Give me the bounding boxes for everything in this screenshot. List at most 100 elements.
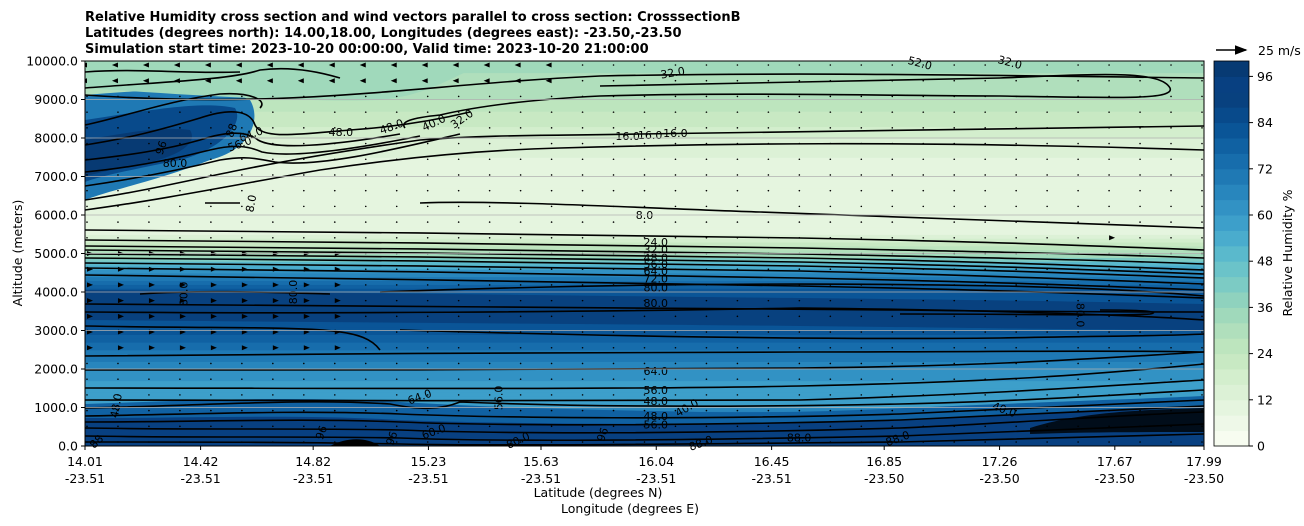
wind-vector [272,425,274,428]
wind-vector [519,425,522,428]
colorbar-segment [1214,215,1249,231]
wind-vector [767,299,770,302]
colorbar-tick-label: 12 [1257,392,1273,407]
wind-vector [1046,205,1048,208]
wind-vector [767,331,770,333]
wind-vector [488,142,491,145]
colorbar-segment [1214,276,1249,293]
contour-label-text: 16.0 [663,127,688,140]
wind-vector [767,268,770,271]
contour-line [85,253,1204,275]
wind-vector [272,378,274,380]
wind-vector [1201,268,1203,271]
contour-label-text: 96 [383,430,400,448]
wind-vector [241,158,243,161]
y-tick-label: 5000.0 [34,246,78,261]
wind-vector [272,127,274,129]
wind-vector [1170,111,1172,113]
humidity-band [85,238,1204,243]
wind-vector [241,298,248,304]
wind-vector [550,284,553,286]
wind-vector [736,95,739,98]
wind-vector [426,299,429,302]
wind-vector [550,378,553,380]
wind-vector [452,78,459,84]
wind-vector [674,331,677,333]
wind-vector [860,394,863,396]
wind-vector [1077,174,1079,176]
contour-label: 88 [223,122,240,140]
wind-vector [829,127,832,129]
wind-vector [674,158,677,161]
humidity-band [85,265,1204,270]
wind-vector [798,64,801,66]
wind-vector [1108,362,1110,365]
wind-vector [674,394,677,396]
wind-vector [1015,284,1017,286]
wind-vector [514,78,521,84]
wind-vector [210,425,212,428]
wind-vector [984,299,986,302]
contour-label-text: 8.0 [243,194,259,213]
wind-vector [860,221,863,223]
contour-line [85,350,1204,357]
humidity-band [85,372,1204,378]
colorbar-tick-label: 36 [1257,300,1273,315]
wind-vector [364,378,367,380]
wind-vector [860,409,863,412]
x-axis-label-latitude: Latitude (degrees N) [534,485,663,500]
wind-vector [984,189,986,192]
contour-label: 96 [313,424,330,442]
wind-vector [612,378,615,380]
wind-vector [241,221,243,223]
wind-vector [1108,441,1110,443]
wind-vector [395,158,398,161]
wind-vector [148,127,150,129]
wind-vector [1046,378,1048,380]
wind-vector [581,441,584,443]
x-tick-label-lat: 15.63 [523,454,559,469]
wind-vector [705,79,708,82]
colorbar-segment [1214,122,1249,139]
wind-vector [333,236,336,239]
wind-vector [179,174,181,176]
wind-vector [860,299,863,302]
wind-vector [922,174,925,176]
wind-vector [767,127,770,129]
wind-vector [426,127,429,129]
humidity-band [85,407,1204,412]
wind-vector [1015,299,1017,302]
wind-vector [984,236,986,239]
wind-vector [612,142,615,145]
wind-vector [117,142,119,145]
contour-line [899,309,1155,316]
wind-vector [1201,378,1203,380]
contour-label-text: 96 [594,426,611,444]
wind-vector [705,111,708,113]
wind-vector [798,315,801,318]
y-tick-label: 9000.0 [34,92,78,107]
wind-vector [334,313,341,319]
wind-vector [1077,284,1079,286]
wind-vector [767,284,770,286]
wind-vector [1015,189,1017,192]
wind-vector [922,158,925,161]
wind-vector [426,378,429,380]
wind-vector [426,111,429,113]
colorbar-segment [1214,307,1249,324]
wind-vector [241,142,243,145]
wind-vector [767,362,770,365]
wind-vector [148,313,155,319]
colorbar-segment [1214,369,1249,385]
wind-vector [736,236,739,239]
wind-vector [457,299,460,302]
wind-vector [117,111,119,113]
contour-line [85,262,1204,285]
wind-vector [86,189,88,192]
wind-vector [984,142,986,145]
wind-vector [984,95,986,98]
wind-vector [1108,378,1110,380]
wind-vector [148,205,150,208]
wind-vector [333,142,336,145]
wind-vector [1139,299,1141,302]
